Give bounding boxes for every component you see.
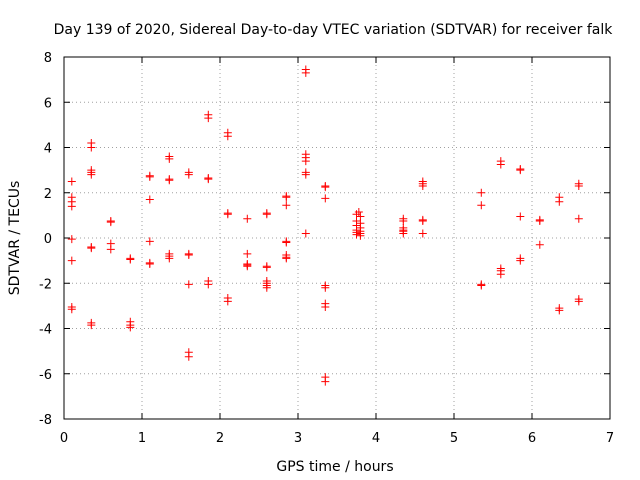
data-point <box>301 170 310 179</box>
data-point <box>477 201 486 210</box>
data-point <box>145 260 154 269</box>
data-point <box>165 176 174 185</box>
data-point <box>574 297 583 306</box>
y-tick-label: -2 <box>39 277 52 292</box>
data-point <box>145 195 154 204</box>
x-tick-label: 5 <box>450 431 458 446</box>
data-point <box>145 172 154 181</box>
grid <box>64 57 610 419</box>
data-point <box>204 175 213 184</box>
data-point <box>555 197 564 206</box>
y-tick-label: 0 <box>44 232 52 247</box>
y-tick-label: 6 <box>44 96 52 111</box>
data-point <box>87 170 96 179</box>
data-point <box>356 212 365 221</box>
x-tick-label: 1 <box>138 431 146 446</box>
data-point <box>535 240 544 249</box>
data-point <box>496 270 505 279</box>
data-point <box>165 154 174 163</box>
data-point <box>535 217 544 226</box>
data-point <box>87 244 96 253</box>
x-tick-label: 7 <box>606 431 614 446</box>
data-point <box>223 210 232 219</box>
y-tick-label: 8 <box>44 51 52 66</box>
x-tick-label: 6 <box>528 431 536 446</box>
data-point <box>106 218 115 227</box>
axis-ticks: 0 1 2 3 4 5 6 7 -8 -6 -4 -2 0 2 4 6 8 <box>39 51 614 446</box>
data-point <box>87 143 96 152</box>
data-point <box>418 181 427 190</box>
data-point <box>477 281 486 290</box>
data-point <box>516 166 525 175</box>
data-point <box>262 210 271 219</box>
data-point <box>184 170 193 179</box>
data-point <box>165 254 174 263</box>
data-point <box>145 237 154 246</box>
data-point <box>399 229 408 238</box>
data-point <box>87 321 96 330</box>
data-point <box>516 256 525 265</box>
data-point <box>356 231 365 240</box>
data-point <box>301 229 310 238</box>
data-point <box>301 157 310 166</box>
data-point <box>418 217 427 226</box>
y-tick-label: -8 <box>39 413 52 428</box>
data-point <box>67 202 76 211</box>
data-point <box>282 201 291 210</box>
data-point <box>184 280 193 289</box>
data-point <box>223 132 232 141</box>
y-tick-label: 4 <box>44 142 52 157</box>
x-tick-label: 4 <box>372 431 380 446</box>
data-point <box>223 297 232 306</box>
data-point <box>262 283 271 292</box>
data-series-sdtvar <box>67 65 583 386</box>
data-point <box>126 255 135 264</box>
data-point <box>496 160 505 169</box>
data-point <box>126 323 135 332</box>
data-point <box>106 245 115 254</box>
data-point <box>67 235 76 244</box>
y-tick-label: -6 <box>39 368 52 383</box>
data-point <box>321 303 330 312</box>
y-tick-label: 2 <box>44 187 52 202</box>
data-point <box>516 212 525 221</box>
data-point <box>352 230 361 239</box>
data-point <box>418 229 427 238</box>
data-point <box>204 280 213 289</box>
data-point <box>282 238 291 247</box>
data-point <box>574 181 583 190</box>
data-point <box>282 193 291 202</box>
data-point <box>243 214 252 223</box>
data-point <box>204 114 213 123</box>
data-point <box>477 188 486 197</box>
data-point <box>184 352 193 361</box>
data-point <box>67 305 76 314</box>
x-tick-label: 2 <box>216 431 224 446</box>
y-tick-label: -4 <box>39 323 52 338</box>
data-point <box>321 283 330 292</box>
x-tick-label: 3 <box>294 431 302 446</box>
chart-title: Day 139 of 2020, Sidereal Day-to-day VTE… <box>54 22 614 38</box>
data-point <box>555 306 564 315</box>
x-axis-label: GPS time / hours <box>276 459 393 475</box>
x-tick-label: 0 <box>60 431 68 446</box>
y-axis-label: SDTVAR / TECUs <box>7 181 23 296</box>
data-point <box>321 183 330 192</box>
data-point <box>184 250 193 259</box>
data-point <box>321 194 330 203</box>
data-point <box>574 214 583 223</box>
data-point <box>321 377 330 386</box>
data-point <box>67 177 76 186</box>
data-point <box>282 254 291 263</box>
data-point <box>399 217 408 226</box>
data-point <box>243 262 252 271</box>
data-point <box>301 68 310 77</box>
data-point <box>262 263 271 272</box>
data-point <box>67 256 76 265</box>
data-point <box>243 249 252 258</box>
